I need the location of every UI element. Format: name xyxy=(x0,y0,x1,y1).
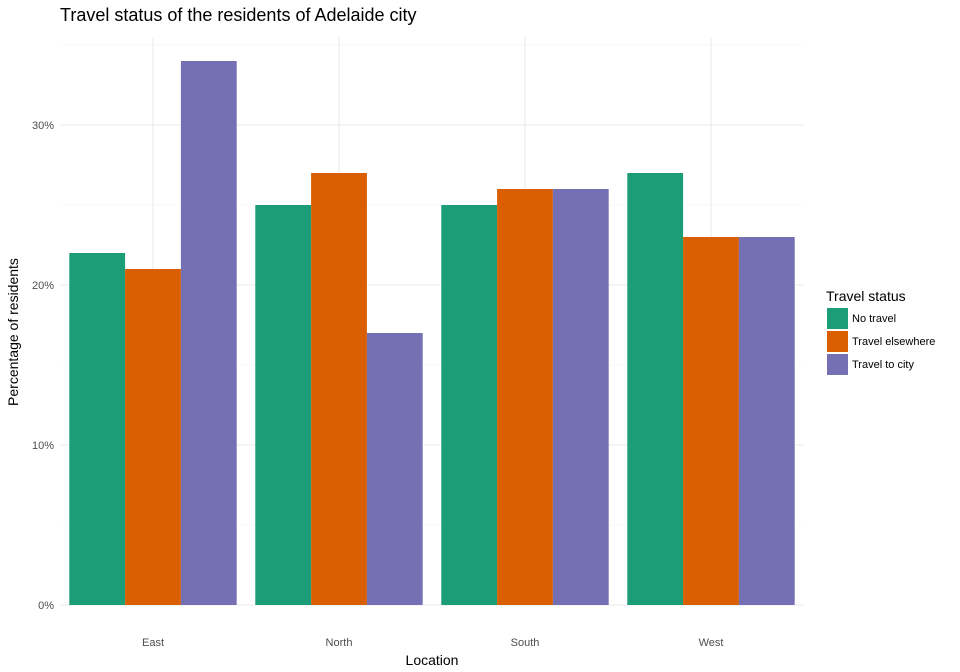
legend-label-travel-elsewhere: Travel elsewhere xyxy=(852,336,935,348)
bar-north-travel-elsewhere xyxy=(311,173,367,605)
x-axis-tick-labels: East North South West xyxy=(142,637,723,649)
legend-key-no-travel xyxy=(827,308,848,329)
x-tick-label: West xyxy=(699,637,724,649)
y-tick-label: 0% xyxy=(38,600,54,612)
bar-south-travel-to-city xyxy=(552,189,609,605)
chart-title: Travel status of the residents of Adelai… xyxy=(60,5,417,25)
bar-east-travel-to-city xyxy=(180,61,237,605)
legend-label-no-travel: No travel xyxy=(852,313,896,325)
legend: Travel status No travel Travel elsewhere T… xyxy=(826,288,935,375)
bar-east-travel-elsewhere xyxy=(125,269,181,605)
x-tick-label: East xyxy=(142,637,164,649)
legend-label-travel-to-city: Travel to city xyxy=(852,359,914,371)
y-tick-label: 30% xyxy=(32,120,54,132)
y-tick-label: 10% xyxy=(32,440,54,452)
bar-south-no-travel xyxy=(441,205,498,605)
bar-west-travel-elsewhere xyxy=(683,237,739,605)
x-tick-label: South xyxy=(511,637,540,649)
bar-south-travel-elsewhere xyxy=(497,189,553,605)
y-axis-title: Percentage of residents xyxy=(5,258,21,406)
bar-north-no-travel xyxy=(255,205,312,605)
y-tick-label: 20% xyxy=(32,280,54,292)
legend-key-travel-to-city xyxy=(827,354,848,375)
bar-east-no-travel xyxy=(69,253,126,605)
x-axis-title: Location xyxy=(406,652,459,668)
bar-west-travel-to-city xyxy=(738,237,795,605)
x-tick-label: North xyxy=(326,637,353,649)
legend-key-travel-elsewhere xyxy=(827,331,848,352)
legend-title: Travel status xyxy=(826,288,906,304)
y-axis-tick-labels: 0% 10% 20% 30% xyxy=(32,120,54,612)
bar-west-no-travel xyxy=(627,173,684,605)
bars xyxy=(69,61,795,605)
bar-north-travel-to-city xyxy=(366,333,423,605)
